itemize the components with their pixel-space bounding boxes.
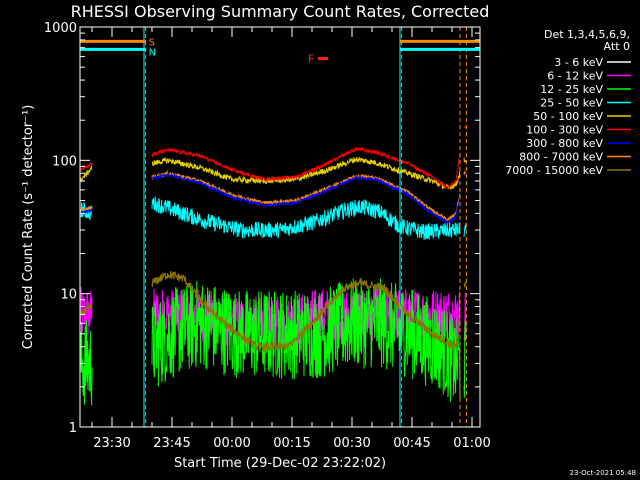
series-line-50-100keV-seg1 (151, 156, 461, 190)
flag-label-saa: S (149, 37, 155, 48)
x-tick-label: 01:00 (453, 436, 490, 451)
series-line-100-300keV-seg0 (80, 161, 93, 173)
legend-label-7000-15000keV: 7000 - 15000 keV (505, 164, 603, 177)
legend-label-100-300keV: 100 - 300 keV (526, 124, 603, 137)
plot-area: SN F (80, 27, 480, 427)
series-line-7000-15000keV-seg0 (80, 303, 93, 317)
series-line-12-25keV-seg0 (80, 319, 93, 406)
legend-label-800-7000keV: 800 - 7000 keV (519, 151, 603, 164)
series-line-100-300keV-seg2 (463, 125, 467, 129)
flag-label-night: N (149, 47, 156, 58)
x-tick-label: 00:15 (273, 436, 310, 451)
legend-label-25-50keV: 25 - 50 keV (540, 97, 603, 110)
series-line-7000-15000keV-seg1 (151, 270, 461, 352)
y-axis-label: Corrected Count Rate (s⁻¹ detector⁻¹) (21, 105, 36, 350)
chart-title: RHESSI Observing Summary Count Rates, Co… (71, 2, 490, 21)
series-line-25-50keV-seg2 (463, 222, 467, 238)
series-line-300-800keV-seg2 (463, 172, 467, 177)
legend-label-12-25keV: 12 - 25 keV (540, 83, 603, 96)
legend-label-50-100keV: 50 - 100 keV (533, 110, 603, 123)
legend-header-detectors: Det 1,3,4,5,6,9, (544, 28, 630, 41)
legend-label-6-12keV: 6 - 12 keV (547, 70, 603, 83)
series-line-300-800keV-seg0 (80, 208, 93, 215)
series-layer (80, 125, 467, 406)
legend-label-3-6keV: 3 - 6 keV (554, 56, 603, 69)
plot-axes: 1 10 100 1000 23:30 23:45 00:00 00:15 00:30 00:45… (44, 21, 491, 451)
footer-timestamp: 23-Oct-2021 05:48 (570, 469, 636, 477)
series-line-300-800keV-seg1 (151, 172, 461, 224)
series-line-50-100keV-seg2 (463, 157, 467, 163)
series-line-12-25keV-seg1 (151, 277, 461, 403)
series-line-800-7000keV-seg1 (151, 169, 461, 222)
plot-frame (79, 26, 481, 428)
x-tick-label: 23:45 (153, 436, 190, 451)
y-tick-label: 100 (52, 154, 77, 169)
series-line-7000-15000keV-seg2 (463, 282, 467, 288)
y-tick-label: 1 (69, 421, 77, 436)
x-tick-label: 23:30 (93, 436, 130, 451)
x-tick-label: 00:45 (393, 436, 430, 451)
legend-label-300-800keV: 300 - 800 keV (526, 137, 603, 150)
x-axis-label: Start Time (29-Dec-02 23:22:02) (174, 456, 386, 471)
flag-label-flare: F (308, 53, 314, 66)
y-tick-label: 10 (60, 288, 77, 303)
y-tick-label: 1000 (44, 21, 77, 36)
series-line-25-50keV-seg0 (80, 201, 93, 221)
x-tick-label: 00:00 (213, 436, 250, 451)
series-line-100-300keV-seg1 (151, 146, 461, 190)
x-tick-label: 00:30 (333, 436, 370, 451)
legend-header-attenuator: Att 0 (604, 40, 630, 53)
series-line-25-50keV-seg1 (151, 196, 461, 241)
series-line-12-25keV-seg2 (463, 320, 467, 398)
